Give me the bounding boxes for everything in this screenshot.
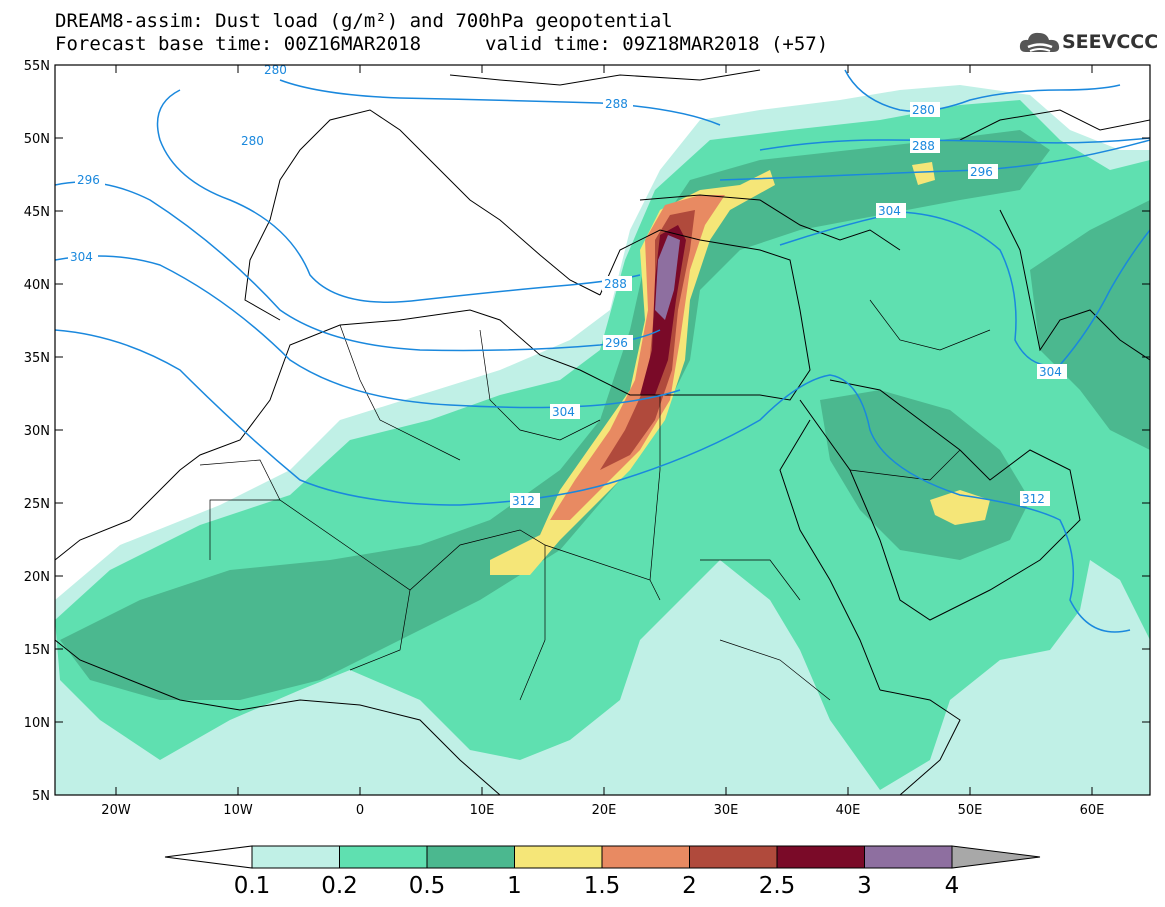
seevccc-logo: SEEVCCC [1018,28,1158,58]
colorbar-label: 4 [945,873,960,899]
contour-280-east [844,69,1121,112]
svg-text:288: 288 [912,139,935,153]
colorbar-box [426,845,515,869]
svg-text:280: 280 [264,63,287,77]
lat-label: 20N [24,570,50,585]
colorbar-box [339,845,428,869]
contour-label: 304 [68,249,98,264]
contour-label: 280 [262,62,292,77]
colorbar-box [864,845,953,869]
svg-text:312: 312 [512,494,535,508]
colorbar-label: 2.5 [759,873,796,899]
colorbar-box [251,845,340,869]
colorbar-box [689,845,778,869]
lat-label: 25N [24,497,50,512]
lon-label: 20W [101,803,131,818]
lon-label: 10W [223,803,253,818]
colorbar-min-arrow [164,845,253,869]
svg-text:280: 280 [912,103,935,117]
geopotential-contours [55,69,1150,633]
colorbar-label: 1 [507,873,522,899]
svg-text:296: 296 [970,165,993,179]
lon-label: 10E [470,803,495,818]
colorbar-label: 0.2 [321,873,358,899]
lat-label: 40N [24,278,50,293]
contour-312 [55,329,1131,633]
axis-ticks [55,65,1150,795]
contour-label: 296 [968,164,998,179]
contour-label: 288 [602,276,632,291]
contour-288-east [759,137,1150,151]
lon-label: 60E [1080,803,1105,818]
dust-level-1-caspian [912,162,935,185]
dust-level-0.5 [60,130,1050,700]
contour-288 [279,79,721,126]
svg-text:296: 296 [605,336,628,350]
dust-field [55,85,1150,795]
logo-text: SEEVCCC [1062,31,1159,53]
contour-296-east [719,139,1150,181]
contour-label: 296 [603,335,633,350]
colorbar-labels: 0.1 0.2 0.5 1 1.5 2 2.5 3 4 [234,873,960,899]
lat-label: 10N [24,716,50,731]
dust-level-3 [655,235,680,320]
contour-label: 304 [876,203,906,218]
contour-label: 288 [910,138,940,153]
lat-label: 15N [24,643,50,658]
svg-text:304: 304 [1039,365,1062,379]
lat-label: 35N [24,351,50,366]
contour-label: 280 [910,102,940,117]
dust-level-1-gulf [930,490,990,525]
valid-time: valid time: 09Z18MAR2018 (+57) [485,33,829,55]
contour-label: 288 [603,96,633,111]
contour-label: 304 [1037,364,1067,379]
svg-text:280: 280 [241,134,264,148]
contour-label: 304 [550,404,580,419]
svg-text:304: 304 [878,204,901,218]
colorbar-label: 0.5 [409,873,446,899]
contour-296 [55,181,661,352]
lon-label: 50E [958,803,983,818]
contour-label: 312 [510,493,540,508]
lat-label: 55N [24,59,50,74]
svg-text:296: 296 [77,173,100,187]
colorbar-box [514,845,603,869]
lat-label: 5N [32,789,50,804]
colorbar-box [601,845,690,869]
svg-text:304: 304 [70,250,93,264]
svg-text:304: 304 [552,405,575,419]
lon-label: 30E [714,803,739,818]
colorbar-box [776,845,865,869]
lat-label: 30N [24,424,50,439]
lon-label: 20E [592,803,617,818]
contour-label: 280 [240,133,270,148]
colorbar-label: 3 [857,873,872,899]
latitude-labels: 55N 50N 45N 40N 35N 30N 25N 20N 15N 10N … [24,59,50,804]
colorbar-max-arrow [951,845,1041,869]
forecast-time-line: Forecast base time: 00Z16MAR2018 valid ti… [55,33,828,55]
lat-label: 45N [24,205,50,220]
country-borders [199,299,991,701]
map-title: DREAM8-assim: Dust load (g/m²) and 700hP… [55,10,673,32]
contour-label: 312 [1020,491,1050,506]
lat-label: 50N [24,132,50,147]
svg-text:312: 312 [1022,492,1045,506]
lon-label: 0 [356,803,364,818]
cloud-icon [1019,32,1060,52]
contour-304 [55,255,681,409]
colorbar-label: 0.1 [234,873,271,899]
colorbar-label: 2 [682,873,697,899]
colorbar-label: 1.5 [584,873,621,899]
colorbar-boxes [251,845,953,869]
svg-text:288: 288 [604,277,627,291]
contour-280 [156,89,641,303]
contour-label: 296 [75,172,105,187]
forecast-base-time: Forecast base time: 00Z16MAR2018 [55,33,422,55]
lon-label: 40E [836,803,861,818]
colorbar: 0.1 0.2 0.5 1 1.5 2 2.5 3 4 [164,845,1041,899]
svg-text:288: 288 [605,97,628,111]
coastlines [55,69,1150,795]
longitude-labels: 20W 10W 0 10E 20E 30E 40E 50E 60E [101,803,1104,818]
